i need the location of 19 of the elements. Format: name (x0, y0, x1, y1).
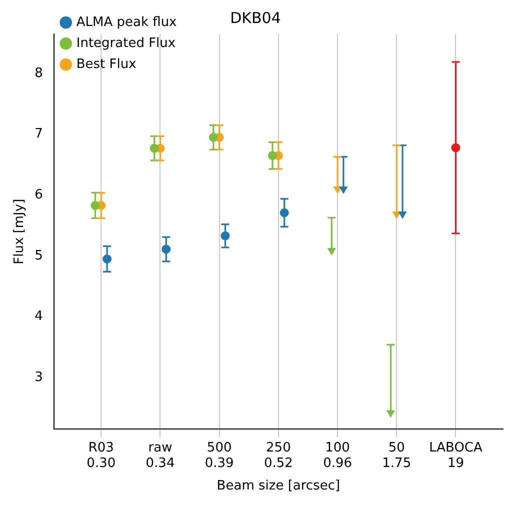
x-tick-label: 50 1.75 (382, 440, 412, 471)
x-tick-label: 500 0.39 (204, 440, 234, 471)
y-axis-title: Flux [mJy] (12, 198, 28, 264)
x-tick-label: raw 0.34 (146, 440, 175, 471)
legend-label: Integrated Flux (76, 36, 176, 51)
legend-label: Best Flux (76, 56, 137, 72)
y-tick-label: 8 (34, 66, 43, 81)
x-tick-label: 100 0.96 (323, 440, 352, 471)
chart-title: DKB04 (230, 8, 281, 27)
y-tick-label: 6 (34, 187, 43, 202)
y-tick-label: 3 (34, 370, 43, 385)
x-tick-label: R03 0.30 (86, 440, 116, 471)
x-tick-label: LABOCA 19 (429, 440, 482, 471)
legend-label: ALMA peak flux (76, 14, 178, 30)
y-tick-label: 7 (34, 126, 43, 142)
x-axis-title: Beam size [arcsec] (216, 478, 340, 494)
x-tick-label: 250 0.52 (264, 440, 293, 471)
y-tick-label: 5 (34, 248, 43, 264)
y-tick-label: 4 (34, 309, 43, 324)
